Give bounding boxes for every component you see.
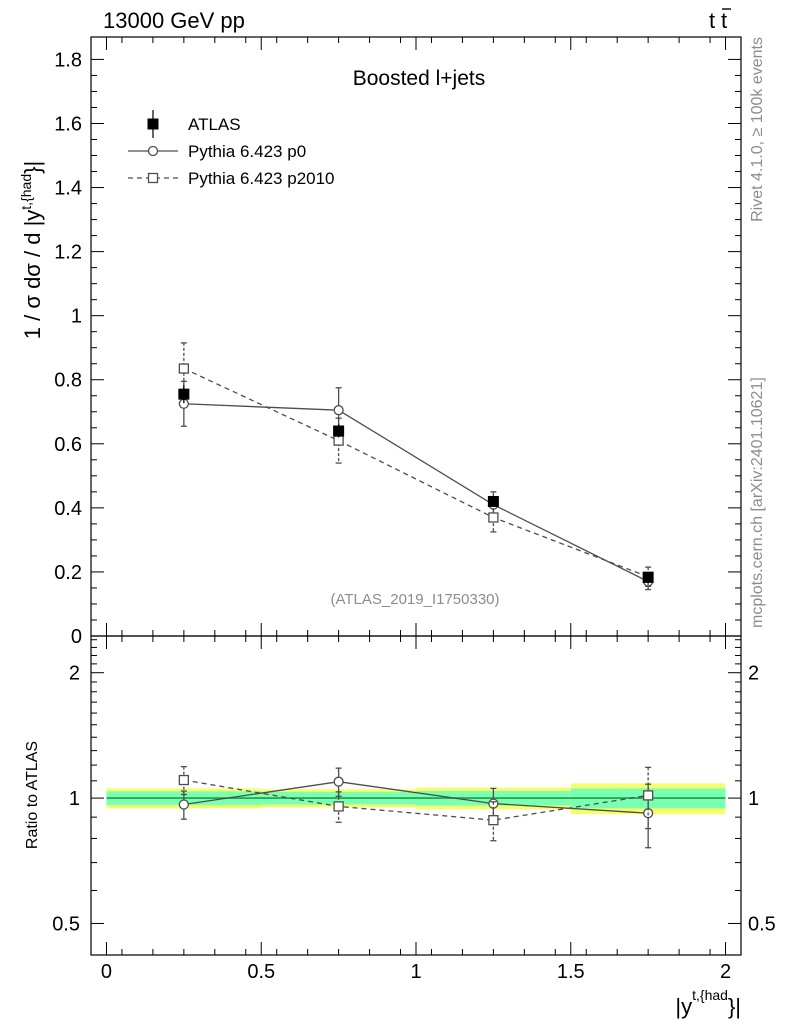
chart-legend: ATLAS Pythia 6.423 p0 Pythia 6.423 p2010 xyxy=(128,110,335,188)
main-y-tick-label: 1.6 xyxy=(54,113,82,135)
header-left-label: 13000 GeV pp xyxy=(103,8,245,33)
ratio-y-tick-label-right: 0.5 xyxy=(748,913,776,935)
main-y-tick-label: 0.6 xyxy=(54,434,82,456)
main-y-tick-label: 0.4 xyxy=(54,498,82,520)
main-y-tick-label: 0 xyxy=(71,626,82,648)
main-pythia-p0-line xyxy=(183,403,649,583)
main-y-tick-label: 0.2 xyxy=(54,562,82,584)
main-y-axis-label: 1 / σ dσ / d |yt,{had}| xyxy=(18,161,45,339)
ratio-pythia-p2010-line xyxy=(183,779,649,821)
ratio-reference-band xyxy=(106,783,726,815)
x-label-end: }| xyxy=(728,994,741,1019)
main-y-label-main: 1 / σ dσ / d |y xyxy=(20,210,45,339)
ratio-y-axis-label: Ratio to ATLAS xyxy=(24,741,41,849)
main-pythia-p2010-line xyxy=(183,367,649,578)
x-tick-label: 2 xyxy=(720,961,731,983)
main-pythia-p2010-point xyxy=(178,363,190,374)
legend-label-1: Pythia 6.423 p0 xyxy=(188,142,306,161)
x-axis-label: |yt,{had}| xyxy=(675,987,741,1019)
ratio-y-tick-label-left: 1 xyxy=(69,788,80,810)
main-panel-marks xyxy=(178,342,654,591)
legend-atlas-marker xyxy=(147,118,159,130)
ratio-pythia-p0-point xyxy=(178,799,190,810)
legend-marker-2 xyxy=(147,172,159,184)
main-y-tick-label: 1 xyxy=(71,306,82,328)
ratio-panel-marks xyxy=(178,765,654,849)
legend-marker-1 xyxy=(147,145,159,157)
main-y-tick-label: 1.2 xyxy=(54,242,82,264)
main-title: Boosted l+jets xyxy=(353,67,486,90)
main-atlas-data-point xyxy=(487,495,499,507)
main-y-tick-label: 1.4 xyxy=(54,178,82,200)
x-tick-label: 0.5 xyxy=(247,961,275,983)
header-right-label: t xyxy=(709,8,715,33)
main-atlas-data-point xyxy=(642,571,654,583)
main-y-tick-label: 0.8 xyxy=(54,370,82,392)
legend-label-0: ATLAS xyxy=(188,115,241,134)
main-y-label-sup: t,{had xyxy=(18,174,34,210)
main-atlas-data-point xyxy=(178,388,190,400)
rivet-version-label: Rivet 4.1.0, ≥ 100k events xyxy=(749,37,766,222)
mcplots-source-label: mcplots.cern.ch [arXiv:2401.10621] xyxy=(749,377,766,628)
chart-axes: 0 0.5 1 1.5 2 0 0.2 0.4 0.6 0.8 1 1.2 1.4 1.6 1.8 0.5 0.… xyxy=(52,36,776,983)
header-right-tbar: t xyxy=(721,8,727,33)
main-pythia-p2010-point xyxy=(488,512,499,523)
main-pythia-p2010-point xyxy=(333,435,344,446)
ratio-pythia-p0-point xyxy=(333,776,344,787)
x-tick-label: 1.5 xyxy=(557,961,585,983)
main-pythia-p0-point xyxy=(333,405,344,416)
ratio-pythia-p2010-point xyxy=(488,815,499,826)
x-label-main: |y xyxy=(675,994,692,1019)
legend-label-2: Pythia 6.423 p2010 xyxy=(188,169,335,188)
x-tick-label: 0 xyxy=(101,961,112,983)
x-tick-label: 1 xyxy=(410,961,421,983)
ratio-y-tick-label-left: 0.5 xyxy=(52,913,80,935)
x-label-sup: t,{had xyxy=(692,987,728,1003)
main-y-label-end: }| xyxy=(20,161,45,174)
ratio-y-tick-label-right: 1 xyxy=(748,788,759,810)
main-atlas-data-point xyxy=(333,425,345,437)
analysis-watermark: (ATLAS_2019_I1750330) xyxy=(330,591,499,608)
ratio-pythia-p2010-point xyxy=(642,790,654,801)
ratio-y-tick-label-left: 2 xyxy=(69,663,80,685)
ratio-pythia-p2010-point xyxy=(178,774,190,786)
ratio-pythia-p2010-point xyxy=(333,801,344,812)
main-y-tick-label: 1.8 xyxy=(54,49,82,71)
ratio-y-tick-label-right: 2 xyxy=(748,663,759,685)
